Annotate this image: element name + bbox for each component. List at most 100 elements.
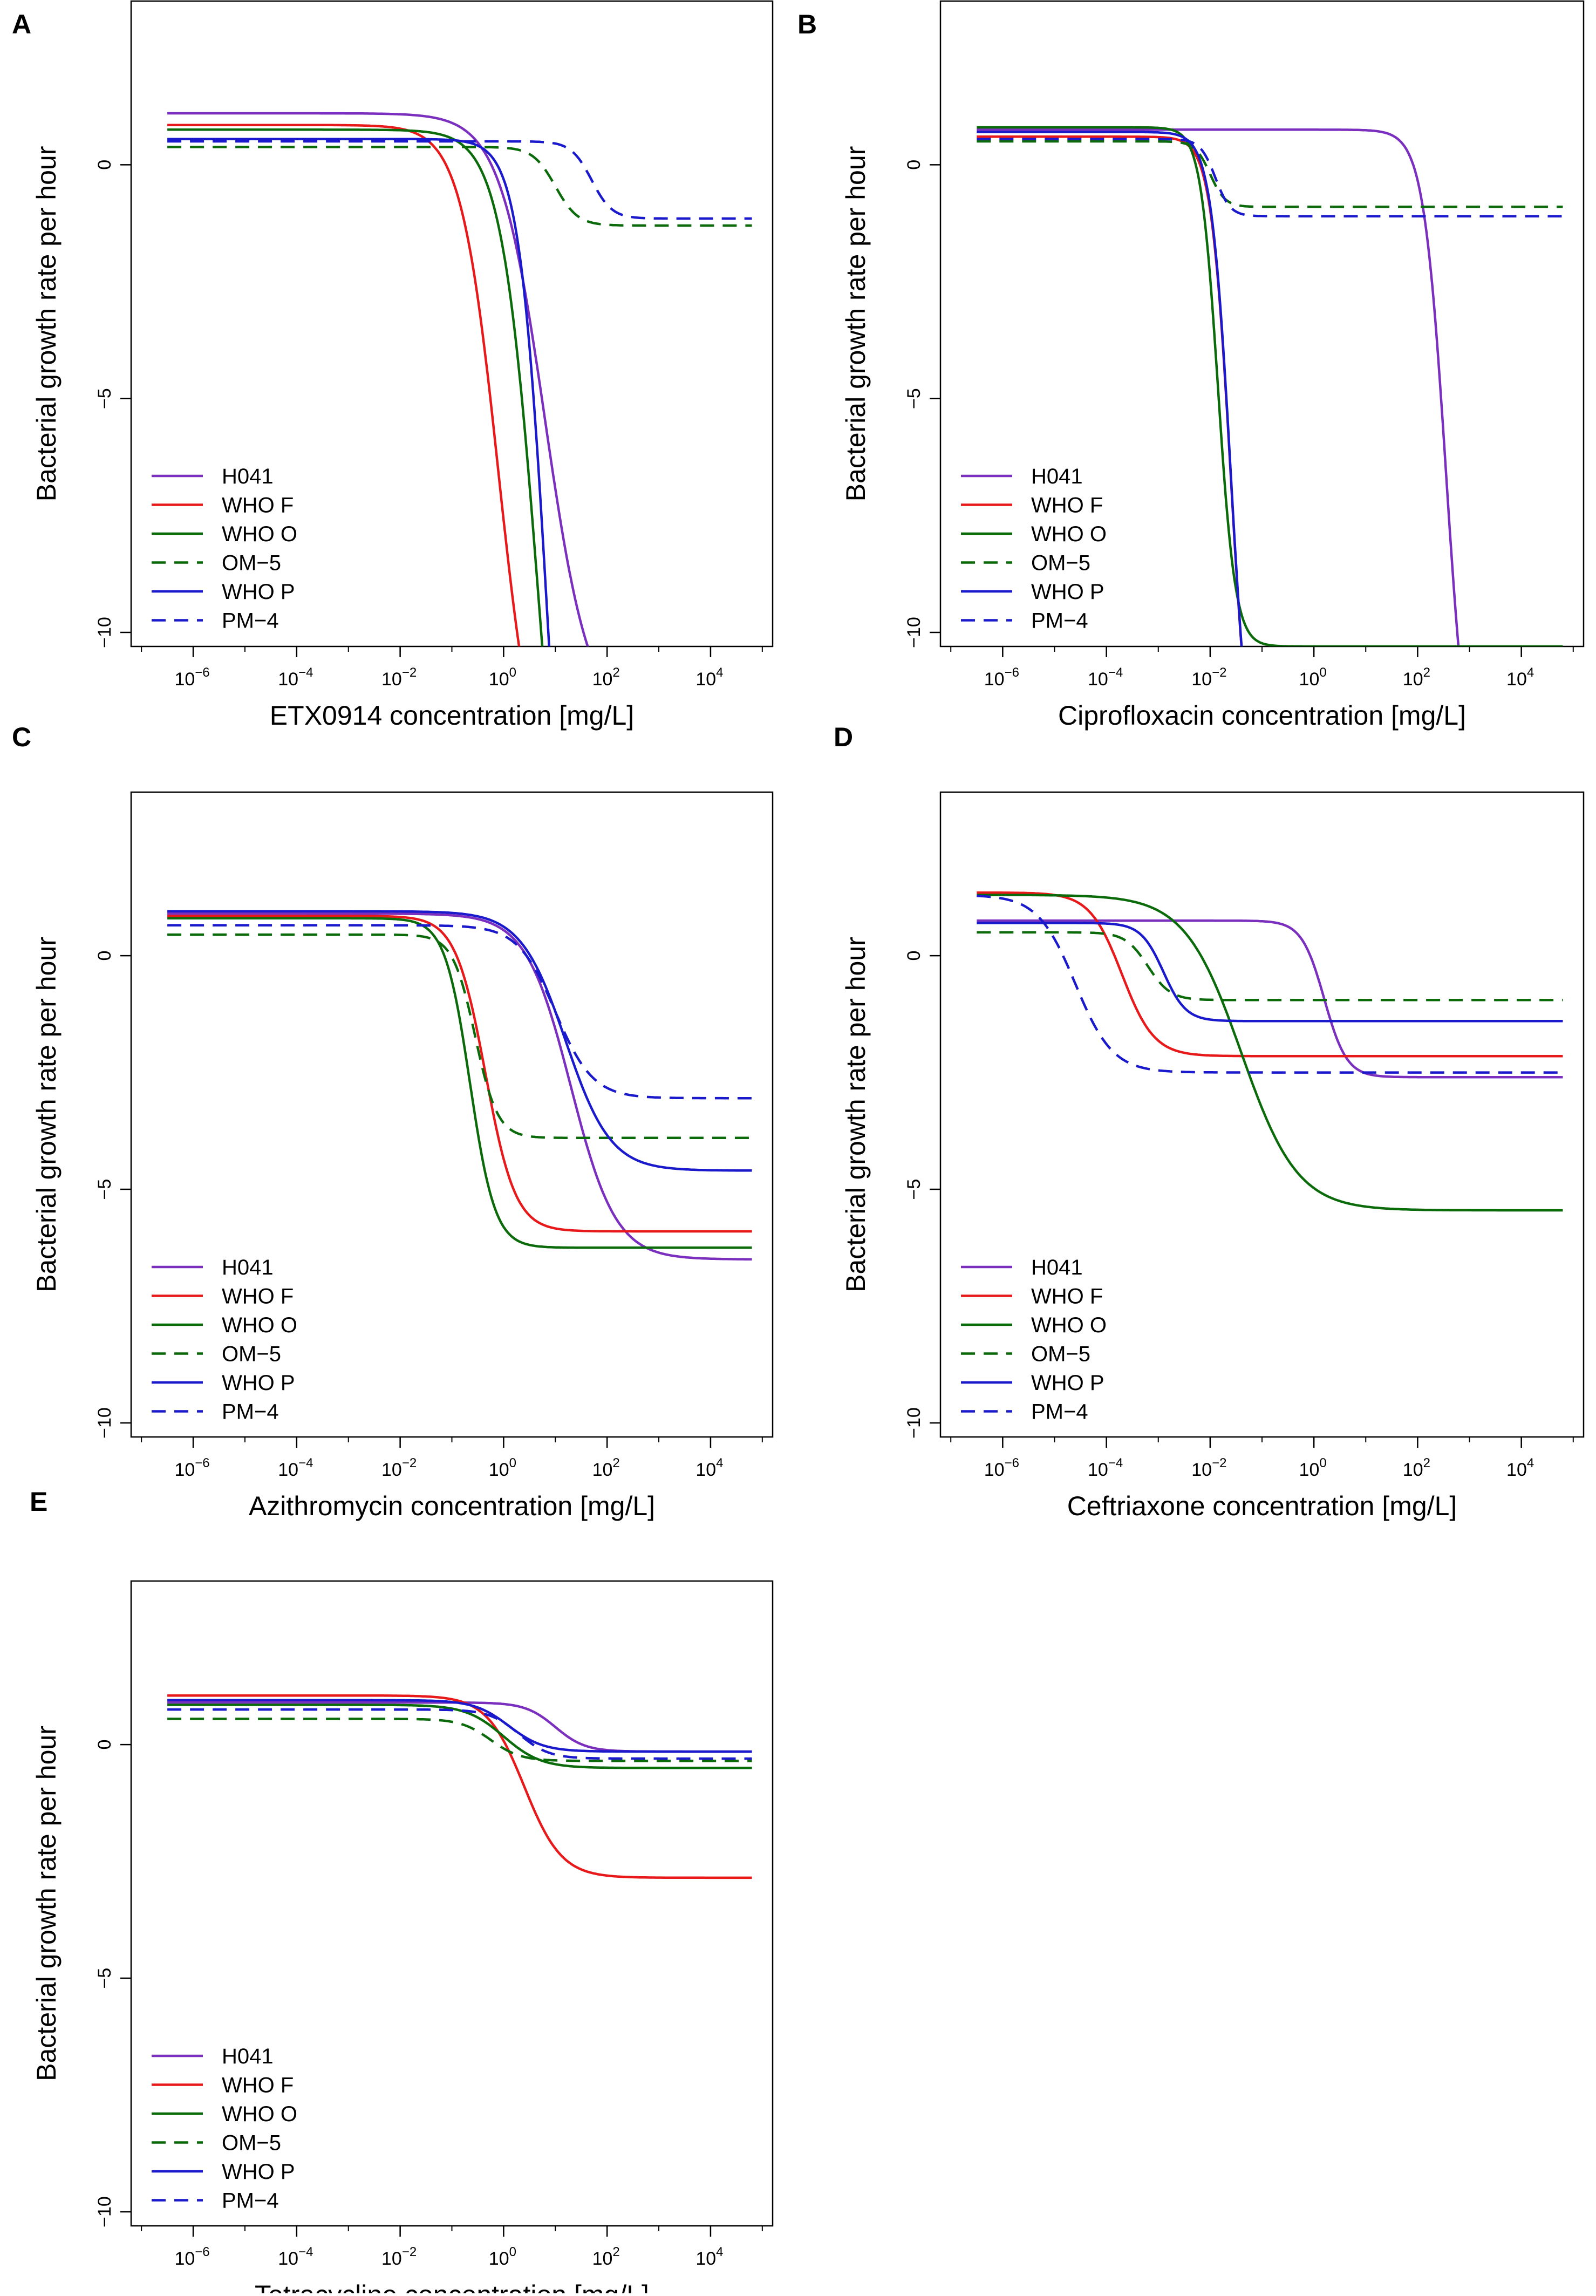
legend: H041 WHO F WHO O OM−5 WHO P PM−4 xyxy=(152,1256,297,1424)
plot-frame xyxy=(130,1580,774,2227)
legend-label: OM−5 xyxy=(222,551,281,575)
legend-label: WHO P xyxy=(222,1371,295,1395)
series-line-who-f xyxy=(167,915,752,1233)
series-line-who-o xyxy=(167,128,544,646)
legend-label: WHO F xyxy=(222,1285,294,1309)
series-line-h041 xyxy=(167,912,752,1261)
y-tick-label: −10 xyxy=(904,1407,924,1439)
legend-label: H041 xyxy=(222,2045,274,2068)
plot-frame xyxy=(130,791,774,1438)
x-tick-label: 102 xyxy=(592,665,620,690)
x-tick-label: 100 xyxy=(489,2245,516,2269)
x-tick-label: 104 xyxy=(695,1456,723,1480)
legend-label: OM−5 xyxy=(1031,551,1090,575)
legend-label: OM−5 xyxy=(222,2131,281,2155)
x-axis-label: Azithromycin concentration [mg/L] xyxy=(249,1491,655,1521)
x-tick-label: 10−2 xyxy=(381,2245,417,2269)
y-tick-label: −10 xyxy=(94,617,115,648)
x-tick-label: 10−6 xyxy=(174,2245,209,2269)
series-line-who-o xyxy=(977,894,1563,1212)
legend-label: PM−4 xyxy=(222,1400,279,1424)
x-axis-label: Tetracycline concentration [mg/L] xyxy=(255,2280,649,2293)
legend-label: WHO P xyxy=(1031,580,1104,604)
curves xyxy=(167,112,752,646)
series-line-pm-4 xyxy=(167,140,752,220)
x-axis-label: ETX0914 concentration [mg/L] xyxy=(270,700,634,731)
plot-frame xyxy=(939,791,1585,1438)
x-tick-label: 10−6 xyxy=(174,665,209,690)
series-line-om-5 xyxy=(167,146,752,227)
series-line-who-p xyxy=(977,131,1243,646)
x-tick-label: 100 xyxy=(1299,1456,1327,1480)
legend-label: H041 xyxy=(222,465,274,488)
x-tick-label: 102 xyxy=(592,2245,620,2269)
x-tick-label: 10−2 xyxy=(381,1456,417,1480)
series-line-h041 xyxy=(167,112,589,646)
y-tick-label: −5 xyxy=(904,1179,924,1200)
panel-e: E 0 −5 −10 10−6 10−4 10−2 100 102 104 Tetracycline… xyxy=(30,1487,774,2296)
legend-label: WHO P xyxy=(222,580,295,604)
y-tick-label: −5 xyxy=(94,1968,115,1989)
series-line-pm-4 xyxy=(167,1708,752,1760)
legend-label: WHO P xyxy=(1031,1371,1104,1395)
series-line-om-5 xyxy=(167,933,752,1140)
panel-label: C xyxy=(12,722,31,752)
series-line-who-p xyxy=(167,1699,752,1753)
x-tick-label: 10−4 xyxy=(278,665,313,690)
y-axis-label: Bacterial growth rate per hour xyxy=(841,146,871,502)
x-tick-label: 104 xyxy=(1506,1456,1534,1480)
legend: H041 WHO F WHO O OM−5 WHO P PM−4 xyxy=(152,465,297,633)
legend-label: OM−5 xyxy=(222,1343,281,1366)
panel-d: D 0 −5 −10 10−6 10−4 10−2 100 102 104 Ceftriaxone … xyxy=(834,722,1585,1521)
legend-label: WHO O xyxy=(1031,1313,1107,1337)
legend: H041 WHO F WHO O OM−5 WHO P PM−4 xyxy=(961,1256,1107,1424)
x-tick-label: 10−6 xyxy=(984,1456,1019,1480)
legend-label: PM−4 xyxy=(222,2189,279,2213)
curves xyxy=(167,910,752,1261)
panel-b: B 0 −5 −10 10−6 10−4 10−2 100 102 104 Ciprofloxaci… xyxy=(797,0,1585,731)
series-line-who-p xyxy=(167,138,551,646)
panel-c: C 0 −5 −10 10−6 10−4 10−2 100 102 104 Azithromycin… xyxy=(12,722,774,1521)
x-tick-label: 100 xyxy=(1299,665,1327,690)
series-line-pm-4 xyxy=(977,138,1563,217)
series-line-who-o xyxy=(167,917,752,1249)
x-tick-label: 100 xyxy=(489,1456,516,1480)
legend: H041 WHO F WHO O OM−5 WHO P PM−4 xyxy=(961,465,1107,633)
plot-frame xyxy=(939,0,1585,648)
series-line-who-f xyxy=(167,1694,752,1879)
series-line-who-p xyxy=(167,910,752,1172)
y-tick-label: −10 xyxy=(94,2196,115,2227)
curves xyxy=(977,891,1563,1212)
panel-label: A xyxy=(12,9,31,39)
x-tick-label: 10−6 xyxy=(984,665,1019,690)
legend-label: H041 xyxy=(1031,1256,1083,1279)
curves xyxy=(167,1694,752,1879)
legend-label: WHO O xyxy=(222,2102,297,2126)
y-tick-label: −10 xyxy=(904,617,924,648)
legend-label: WHO F xyxy=(222,494,294,517)
y-tick-label: 0 xyxy=(904,951,924,961)
y-axis-label: Bacterial growth rate per hour xyxy=(841,937,871,1292)
legend-label: OM−5 xyxy=(1031,1343,1090,1366)
legend: H041 WHO F WHO O OM−5 WHO P PM−4 xyxy=(152,2045,297,2213)
series-line-om-5 xyxy=(167,1718,752,1762)
y-axis-label: Bacterial growth rate per hour xyxy=(31,146,62,502)
x-axis-label: Ceftriaxone concentration [mg/L] xyxy=(1067,1491,1457,1521)
series-line-pm-4 xyxy=(977,894,1563,1074)
x-tick-label: 102 xyxy=(1403,665,1430,690)
y-tick-label: −10 xyxy=(94,1407,115,1439)
x-tick-label: 104 xyxy=(1506,665,1534,690)
curves xyxy=(977,126,1563,646)
legend-label: WHO O xyxy=(222,522,297,546)
panel-a: A 0 −5 −10 10−6 10−4 10−2 100 102 104 ETX0914 conc… xyxy=(12,0,774,731)
series-line-om-5 xyxy=(977,931,1563,1001)
legend-label: PM−4 xyxy=(222,609,279,633)
plot-frame xyxy=(130,0,774,648)
x-axis-label: Ciprofloxacin concentration [mg/L] xyxy=(1058,700,1466,731)
x-tick-label: 10−6 xyxy=(174,1456,209,1480)
x-tick-label: 10−2 xyxy=(1191,665,1226,690)
y-axis-label: Bacterial growth rate per hour xyxy=(31,1726,62,2081)
legend-label: H041 xyxy=(222,1256,274,1279)
